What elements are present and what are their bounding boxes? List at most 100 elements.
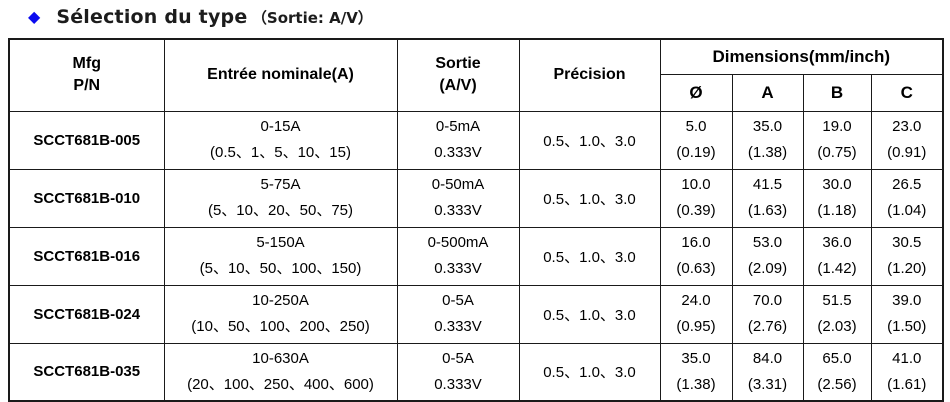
dim-mm: 10.0	[681, 176, 711, 193]
dim-mm: 41.0	[892, 349, 922, 367]
dim-mm: 35.0	[752, 118, 783, 135]
entree-range: 5-75A	[260, 176, 301, 193]
dim-b-cell: 51.5 (2.03)	[802, 284, 872, 344]
dim-inch: (1.61)	[887, 375, 927, 393]
dim-inch: (3.31)	[747, 375, 788, 393]
dim-c-cell: 39.0 (1.50)	[870, 284, 944, 344]
sortie-cell: 0-5A 0.333V	[396, 284, 520, 344]
title-text: Sélection du type	[56, 6, 248, 28]
table-row: SCCT681B-016 5-150A (5、10、50、100、150) 0-…	[8, 226, 944, 286]
sortie-volts: 0.333V	[434, 318, 482, 335]
dim-inch: (1.04)	[887, 202, 927, 219]
dim-a-cell: 84.0 (3.31)	[731, 342, 804, 402]
dim-inch: (0.95)	[676, 318, 716, 335]
dim-diameter-cell: 35.0 (1.38)	[659, 342, 733, 402]
col-header-diameter: Ø	[659, 73, 733, 112]
entree-taps: (0.5、1、5、10、15)	[210, 144, 351, 161]
dim-inch: (0.39)	[676, 202, 716, 219]
dim-mm: 26.5	[892, 176, 922, 193]
dim-inch: (0.91)	[887, 144, 927, 161]
table-row: SCCT681B-035 10-630A (20、100、250、400、600…	[8, 342, 944, 402]
dim-inch: (2.76)	[747, 318, 788, 335]
dim-b-cell: 36.0 (1.42)	[802, 226, 872, 286]
entree-taps: (10、50、100、200、250)	[191, 318, 370, 335]
dim-inch: (1.20)	[887, 260, 927, 277]
sortie-amps: 0-500mA	[427, 234, 489, 251]
sortie-amps: 0-50mA	[431, 176, 485, 193]
dim-mm: 5.0	[685, 118, 707, 135]
dim-mm: 39.0	[892, 292, 922, 309]
dim-mm: 70.0	[752, 292, 783, 309]
part-number: SCCT681B-035	[8, 342, 165, 402]
col-header-entree-nominale: Entrée nominale(A)	[163, 38, 398, 112]
selection-table: Mfg P/N Entrée nominale(A) Sortie (A/V) …	[8, 38, 945, 402]
dim-mm: 19.0	[822, 118, 852, 135]
dim-diameter-cell: 5.0 (0.19)	[659, 110, 733, 170]
entree-taps: (5、10、20、50、75)	[207, 202, 354, 219]
sortie-amps: 0-5A	[442, 349, 474, 367]
dim-a-cell: 41.5 (1.63)	[731, 168, 804, 228]
dim-mm: 51.5	[822, 292, 852, 309]
dim-b-cell: 65.0 (2.56)	[802, 342, 872, 402]
part-number: SCCT681B-005	[8, 110, 165, 170]
dim-mm: 24.0	[681, 292, 711, 309]
sortie-volts: 0.333V	[434, 144, 482, 161]
dim-mm: 65.0	[822, 349, 852, 367]
dim-mm: 53.0	[752, 234, 783, 251]
entree-range: 10-250A	[252, 292, 309, 309]
dim-mm: 41.5	[752, 176, 783, 193]
dim-inch: (0.75)	[817, 144, 857, 161]
entree-nominale-cell: 0-15A (0.5、1、5、10、15)	[163, 110, 398, 170]
dim-inch: (1.50)	[887, 318, 927, 335]
precision-cell: 0.5、1.0、3.0	[518, 342, 661, 402]
dim-inch: (1.63)	[747, 202, 788, 219]
sortie-unit-label: (A/V)	[439, 77, 477, 95]
dim-a-cell: 70.0 (2.76)	[731, 284, 804, 344]
precision-cell: 0.5、1.0、3.0	[518, 226, 661, 286]
dim-diameter-cell: 24.0 (0.95)	[659, 284, 733, 344]
title-subtext: （Sortie: A/V）	[251, 9, 373, 27]
dim-mm: 36.0	[822, 234, 852, 251]
dim-inch: (2.03)	[817, 318, 857, 335]
col-header-mfg-pn: Mfg P/N	[8, 38, 165, 112]
dim-mm: 30.0	[822, 176, 852, 193]
precision-cell: 0.5、1.0、3.0	[518, 168, 661, 228]
page-title: ◆ Sélection du type （Sortie: A/V）	[28, 6, 373, 28]
dim-mm: 30.5	[892, 234, 922, 251]
col-header-dim-b: B	[802, 73, 872, 112]
pn-label: P/N	[73, 77, 101, 95]
table-row: SCCT681B-005 0-15A (0.5、1、5、10、15) 0-5mA…	[8, 110, 944, 170]
sortie-cell: 0-500mA 0.333V	[396, 226, 520, 286]
dim-mm: 35.0	[681, 349, 711, 367]
precision-cell: 0.5、1.0、3.0	[518, 110, 661, 170]
sortie-amps: 0-5A	[442, 292, 474, 309]
dim-c-cell: 30.5 (1.20)	[870, 226, 944, 286]
col-header-dim-a: A	[731, 73, 804, 112]
entree-nominale-cell: 10-630A (20、100、250、400、600)	[163, 342, 398, 402]
part-number: SCCT681B-024	[8, 284, 165, 344]
part-number: SCCT681B-016	[8, 226, 165, 286]
dim-mm: 84.0	[752, 349, 783, 367]
mfg-label: Mfg	[72, 55, 101, 73]
col-header-dimensions: Dimensions(mm/inch)	[659, 38, 944, 75]
sortie-cell: 0-5A 0.333V	[396, 342, 520, 402]
precision-cell: 0.5、1.0、3.0	[518, 284, 661, 344]
dim-a-cell: 35.0 (1.38)	[731, 110, 804, 170]
dim-b-cell: 19.0 (0.75)	[802, 110, 872, 170]
part-number: SCCT681B-010	[8, 168, 165, 228]
entree-taps: (20、100、250、400、600)	[187, 375, 374, 393]
dim-inch: (1.18)	[817, 202, 857, 219]
entree-nominale-cell: 5-150A (5、10、50、100、150)	[163, 226, 398, 286]
dim-diameter-cell: 16.0 (0.63)	[659, 226, 733, 286]
entree-range: 10-630A	[252, 349, 309, 367]
entree-nominale-cell: 10-250A (10、50、100、200、250)	[163, 284, 398, 344]
sortie-volts: 0.333V	[434, 202, 482, 219]
dim-diameter-cell: 10.0 (0.39)	[659, 168, 733, 228]
entree-range: 0-15A	[260, 118, 301, 135]
entree-nominale-cell: 5-75A (5、10、20、50、75)	[163, 168, 398, 228]
sortie-cell: 0-5mA 0.333V	[396, 110, 520, 170]
dim-mm: 23.0	[892, 118, 922, 135]
col-header-dim-c: C	[870, 73, 944, 112]
dim-inch: (1.42)	[817, 260, 857, 277]
dim-b-cell: 30.0 (1.18)	[802, 168, 872, 228]
